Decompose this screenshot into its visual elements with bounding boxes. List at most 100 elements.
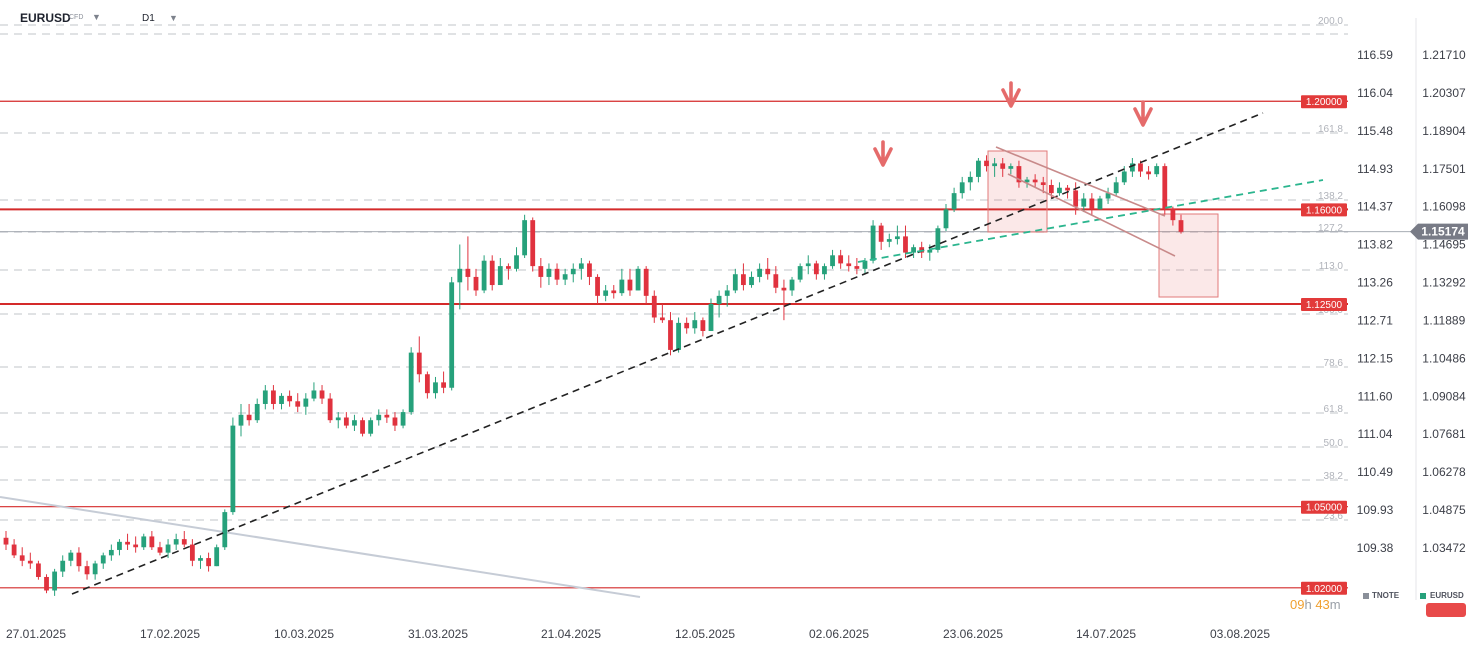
fib-label: 113.0: [1319, 261, 1344, 272]
right-axis-tick-label: 1.16098: [1422, 200, 1466, 214]
candle-body: [311, 390, 317, 399]
fib-label: 200.0: [1318, 16, 1343, 27]
level-label: 1.12500: [1306, 300, 1343, 311]
left-axis-tick-label: 112.71: [1357, 313, 1393, 327]
candle-body: [789, 279, 795, 291]
x-axis-tick-label: 31.03.2025: [408, 627, 468, 641]
right-axis-tick-label: 1.18904: [1422, 124, 1466, 138]
trendlines: [71, 112, 1324, 595]
candle-body: [319, 390, 325, 399]
candle-body: [76, 552, 82, 567]
candle-body: [578, 263, 584, 269]
candle-body: [976, 160, 981, 177]
left-axis-tick-label: 113.82: [1357, 238, 1393, 252]
candle-body: [246, 414, 252, 421]
trendline-black: [71, 112, 1264, 595]
candle-body: [441, 382, 446, 388]
candle-body: [1129, 163, 1135, 172]
candle-body: [117, 541, 122, 550]
symbol-label[interactable]: EURUSD: [20, 11, 71, 25]
candle-body: [141, 536, 147, 548]
candle-body: [943, 209, 949, 229]
candle-body: [692, 320, 698, 329]
x-axis-tick-label: 02.06.2025: [809, 627, 869, 641]
candle-body: [627, 279, 633, 291]
candle-body: [189, 544, 195, 561]
candle-body: [44, 576, 49, 591]
candle-body: [846, 263, 852, 267]
candle-body: [68, 552, 74, 561]
candle-body: [700, 320, 706, 331]
candle-body: [708, 303, 714, 331]
timeframe-label[interactable]: D1: [142, 13, 155, 24]
candle-body: [838, 255, 844, 264]
candle-body: [878, 225, 884, 242]
candle-body: [384, 414, 390, 418]
candle-body: [732, 274, 738, 291]
candle-body: [992, 163, 998, 167]
candle-body: [100, 555, 106, 564]
candle-body: [360, 420, 365, 434]
alert-button[interactable]: [1426, 603, 1466, 617]
symbol-dropdown-icon[interactable]: ▼: [92, 12, 101, 22]
channel-line: [995, 146, 1166, 217]
candle-body: [1040, 182, 1046, 186]
legend-eurusd-swatch: [1420, 593, 1426, 599]
candle-body: [570, 268, 576, 275]
candle-body: [1162, 166, 1168, 210]
right-axis-tick-label: 1.11889: [1423, 313, 1466, 327]
candle-body: [60, 560, 66, 572]
candle-body: [903, 236, 908, 253]
candle-body: [1065, 187, 1070, 191]
candle-body: [1032, 179, 1038, 183]
candle-body: [603, 290, 609, 296]
current-price-tag: 1.15174: [1421, 225, 1465, 239]
candle-body: [416, 352, 422, 375]
candle-body: [716, 295, 722, 304]
level-label-bg: [1301, 95, 1347, 109]
candle-body: [238, 414, 244, 426]
candle-body: [449, 282, 455, 388]
candle-body: [376, 414, 382, 421]
left-axis-tick-label: 111.60: [1358, 389, 1393, 403]
candle-body: [554, 268, 560, 280]
arrows: [873, 81, 1153, 167]
candle-body: [659, 317, 665, 321]
candle-body: [1024, 179, 1030, 183]
x-axis-tick-label: 23.06.2025: [943, 627, 1003, 641]
x-axis-tick-label: 17.02.2025: [140, 627, 200, 641]
right-axis-tick-label: 1.14695: [1422, 238, 1466, 252]
x-axis-tick-label: 10.03.2025: [274, 627, 334, 641]
candle-body: [927, 249, 933, 253]
candle-body: [911, 247, 916, 253]
candle-body: [457, 268, 463, 283]
candle-body: [1073, 190, 1079, 207]
candle-body: [157, 547, 163, 553]
candle-body: [84, 566, 90, 575]
candle-body: [741, 274, 746, 286]
candle-body: [959, 182, 965, 194]
x-axis-tick-label: 12.05.2025: [675, 627, 735, 641]
candle-body: [1113, 182, 1119, 194]
level-label: 1.05000: [1306, 503, 1343, 514]
candle-body: [230, 425, 236, 513]
candle-body: [368, 420, 374, 434]
candle-body: [611, 290, 617, 294]
candle-body: [287, 395, 293, 402]
candle-body: [352, 420, 357, 426]
highlight-box: [1158, 213, 1219, 298]
candle-body: [546, 268, 552, 277]
channel-line: [1007, 173, 1176, 257]
right-axis-tick-label: 1.21710: [1422, 48, 1466, 62]
x-axis-tick-label: 21.04.2025: [541, 627, 601, 641]
axes: 27.01.2025 17.02.2025 10.03.2025 31.03.2025…: [6, 18, 1466, 641]
fib-label: 161.8: [1318, 124, 1343, 135]
left-axis-tick-label: 110.49: [1357, 465, 1393, 479]
candle-body: [19, 555, 25, 561]
timeframe-dropdown-icon[interactable]: ▼: [169, 13, 178, 23]
candle-body: [514, 255, 519, 269]
right-axis-tick-label: 1.04875: [1422, 503, 1466, 517]
candle-body: [870, 225, 876, 261]
